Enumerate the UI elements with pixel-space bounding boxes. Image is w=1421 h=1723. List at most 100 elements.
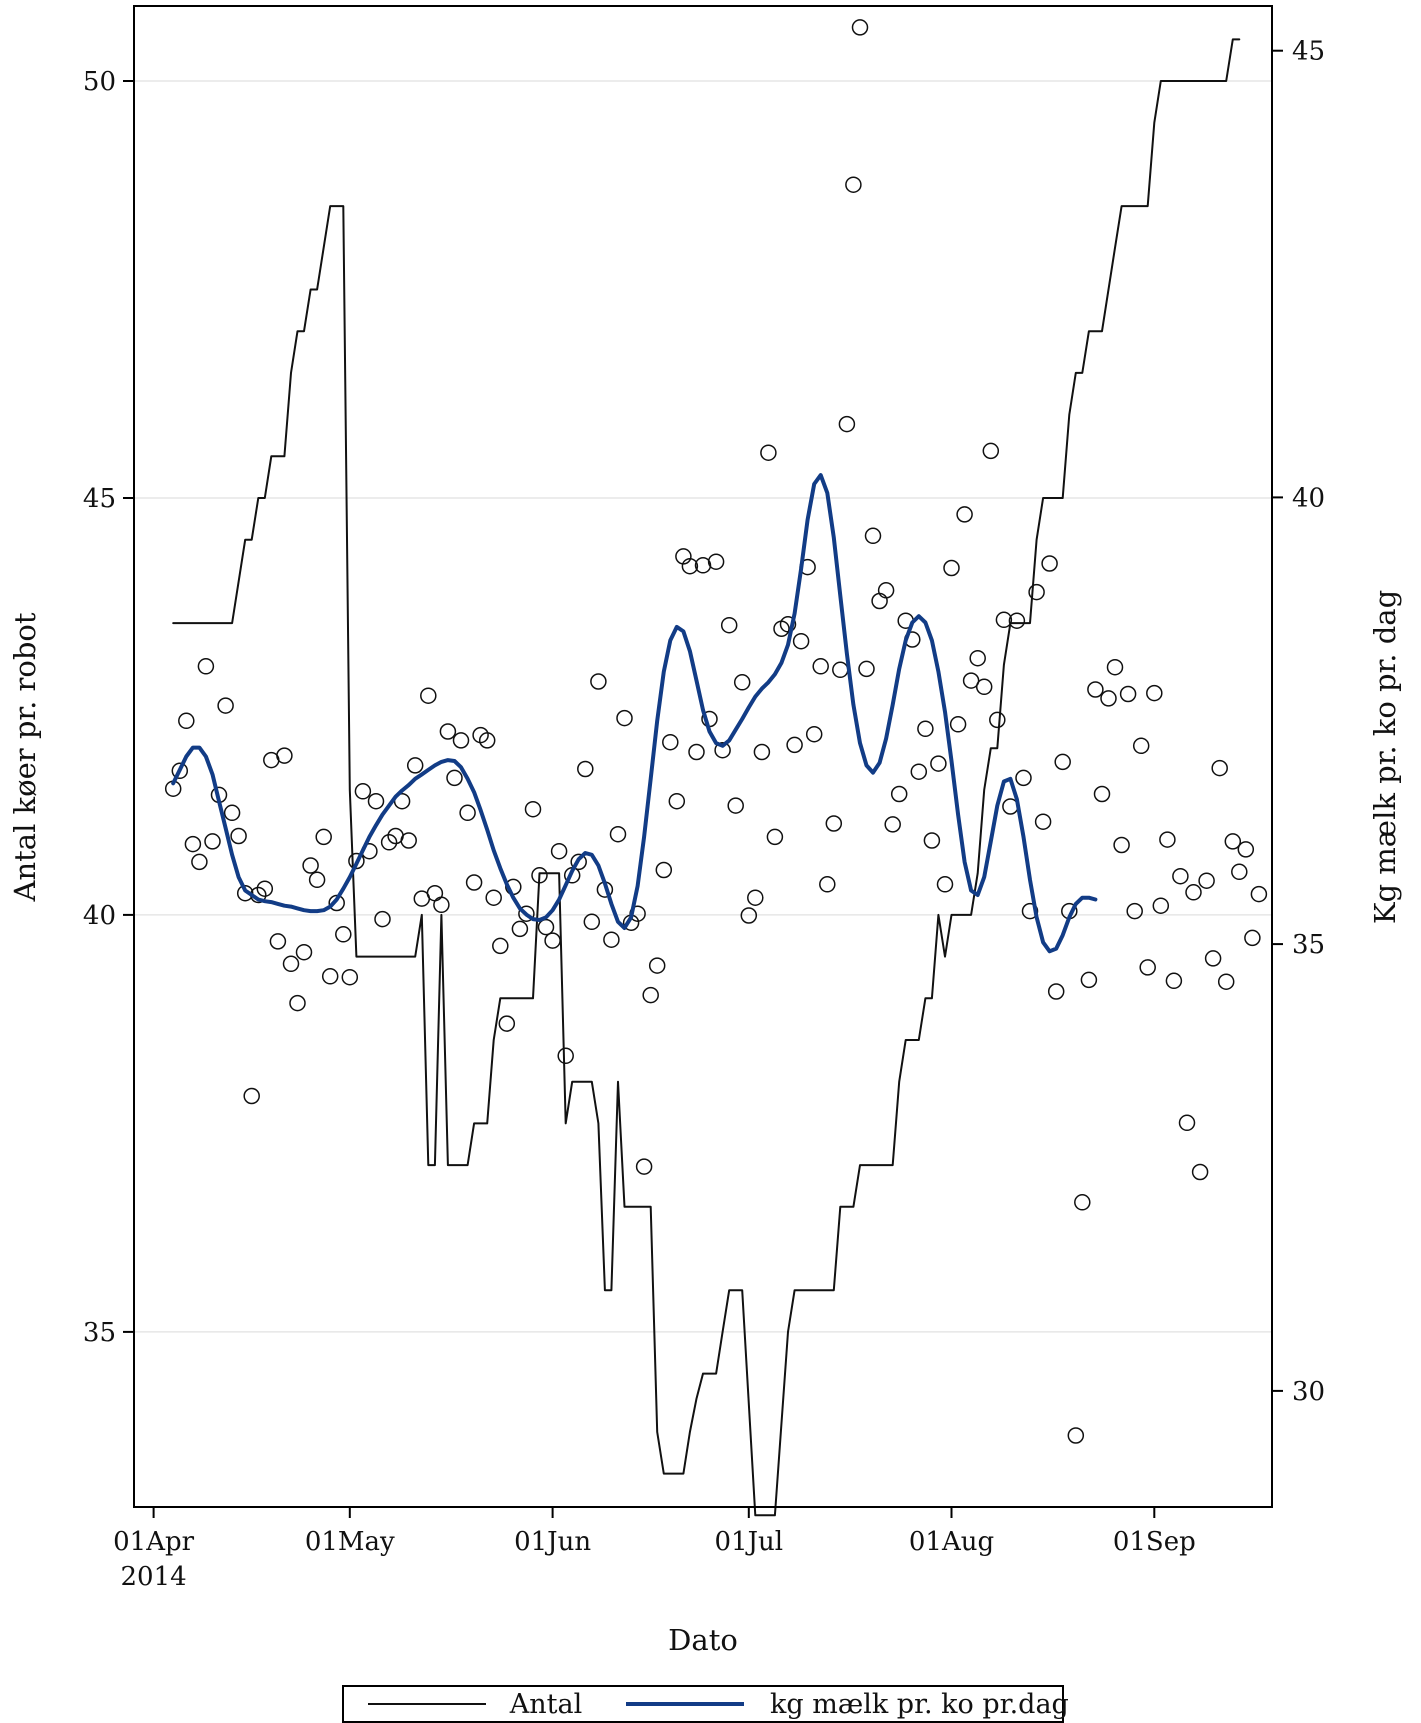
- scatter-point-125: [982, 442, 1000, 460]
- scatter-point-46: [465, 874, 483, 891]
- series-kg-maelk: [171, 473, 1098, 954]
- legend-label-antal: Antal: [509, 1689, 582, 1720]
- scatter-point-49: [485, 889, 502, 906]
- scatter-point-116: [923, 832, 941, 849]
- scatter-point-12: [243, 1087, 260, 1105]
- scatter-point-117: [930, 755, 947, 772]
- scatter-point-64: [583, 913, 601, 931]
- scatter-point-73: [642, 986, 659, 1004]
- scatter-point-159: [1204, 950, 1222, 967]
- scatter-point-144: [1106, 658, 1124, 676]
- scatter-point-76: [662, 733, 679, 751]
- scatter-point-143: [1100, 690, 1117, 707]
- scatter-point-118: [936, 876, 954, 893]
- gridlines: [134, 80, 1272, 1333]
- scatter-point-130: [1015, 769, 1032, 787]
- scatter-point-72: [635, 1158, 653, 1175]
- scatter-point-119: [943, 559, 960, 577]
- scatter-point-154: [1172, 867, 1189, 885]
- scatter-point-145: [1113, 836, 1130, 854]
- scatter-point-39: [420, 687, 437, 704]
- scatter-point-162: [1224, 833, 1242, 850]
- tick-label-x-01Aug: 01Aug: [909, 1527, 994, 1557]
- scatter-point-146: [1119, 685, 1137, 703]
- scatter-point-135: [1047, 983, 1065, 1000]
- scatter-point-53: [511, 920, 529, 938]
- scatter-point-100: [819, 876, 836, 893]
- scatter-point-59: [550, 842, 568, 860]
- scatter-point-60: [557, 1047, 574, 1065]
- scatter-point-80: [688, 743, 705, 761]
- x-axis-title: Dato: [668, 1623, 738, 1657]
- scatter-point-83: [707, 553, 725, 570]
- scatter-point-122: [962, 672, 980, 689]
- scatter-point-2: [178, 712, 195, 730]
- scatter-point-107: [864, 527, 882, 545]
- scatter-point-36: [400, 832, 417, 849]
- scatter-point-136: [1054, 753, 1071, 771]
- tick-label-x-01Jul: 01Jul: [715, 1527, 784, 1557]
- scatter-point-54: [518, 905, 535, 922]
- scatter-point-104: [845, 176, 862, 193]
- scatter-point-98: [805, 725, 823, 743]
- tick-label-right-40: 40: [1292, 483, 1325, 513]
- scatter-point-75: [655, 861, 673, 879]
- scatter-point-140: [1080, 971, 1098, 989]
- scatter-point-5: [197, 658, 215, 675]
- series-antal: [172, 38, 1241, 1517]
- scatter-point-147: [1126, 902, 1143, 920]
- tick-label-right-35: 35: [1292, 930, 1325, 960]
- scatter-point-58: [544, 932, 561, 949]
- scatter-point-17: [276, 747, 293, 764]
- scatter-point-81: [694, 557, 712, 574]
- scatter-point-9: [223, 804, 241, 822]
- tick-label-x-01Apr: 01Apr: [113, 1527, 195, 1557]
- scatter-point-84: [714, 741, 731, 759]
- scatter-point-48: [478, 732, 496, 749]
- scatter-point-68: [609, 825, 627, 843]
- tick-label-left-45: 45: [83, 484, 116, 514]
- scatter-point-10: [230, 827, 247, 845]
- scatter-point-153: [1165, 972, 1183, 990]
- tick-label-left-50: 50: [83, 67, 116, 97]
- scatter-point-6: [204, 833, 221, 850]
- scatter-point-20: [295, 943, 313, 961]
- scatter-point-124: [975, 678, 993, 696]
- scatter-point-89: [747, 889, 764, 906]
- scatter-point-32: [374, 910, 391, 928]
- tick-label-right-30: 30: [1292, 1377, 1325, 1407]
- series-line-1: [171, 473, 1098, 954]
- scatter-point-139: [1074, 1194, 1091, 1211]
- legend-label-kg-maelk: kg mælk pr. ko pr.dag: [770, 1689, 1069, 1720]
- scatter-point-132: [1028, 583, 1045, 601]
- scatter-point-126: [989, 711, 1006, 729]
- scatter-point-18: [282, 955, 300, 973]
- scatter-point-62: [570, 853, 587, 871]
- plot-frame: [133, 5, 1273, 1508]
- scatter-point-31: [367, 792, 385, 810]
- scatter-point-115: [917, 720, 934, 738]
- scatter-point-27: [341, 968, 359, 986]
- scatter-point-158: [1198, 872, 1215, 889]
- scatter-point-133: [1034, 813, 1052, 830]
- scatter-point-14: [256, 880, 274, 897]
- scatter-point-94: [779, 616, 797, 633]
- scatter-point-141: [1087, 681, 1104, 698]
- scatter-point-138: [1067, 1427, 1085, 1444]
- scatter-point-63: [577, 760, 594, 778]
- tick-sublabel-x-2014: 2014: [121, 1562, 187, 1592]
- scatter-point-160: [1211, 759, 1228, 777]
- scatter-point-25: [328, 894, 345, 912]
- tick-label-x-01May: 01May: [305, 1527, 395, 1557]
- scatter-point-22: [308, 871, 326, 889]
- scatter-point-28: [348, 852, 365, 870]
- scatter-point-43: [446, 769, 463, 787]
- scatter-point-151: [1152, 897, 1170, 914]
- scatter-point-33: [380, 834, 398, 851]
- legend: Antal kg mælk pr. ko pr.dag: [342, 1685, 1069, 1723]
- scatter-point-121: [956, 506, 973, 523]
- scatter-point-79: [681, 557, 699, 575]
- tick-label-left-35: 35: [83, 1318, 116, 1348]
- scatter-point-105: [851, 19, 869, 36]
